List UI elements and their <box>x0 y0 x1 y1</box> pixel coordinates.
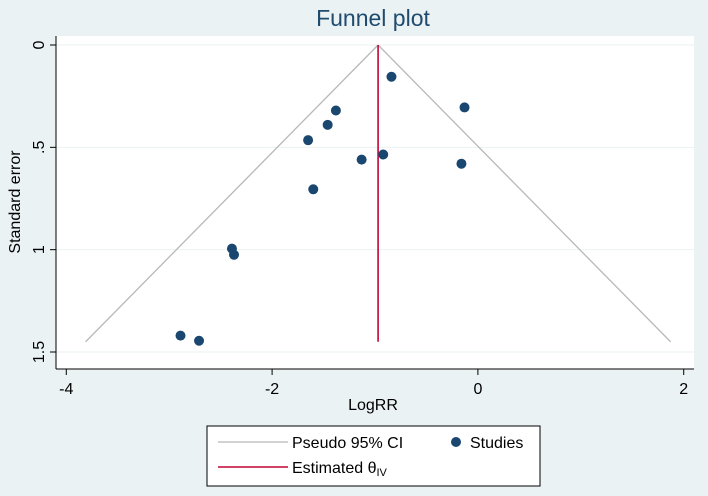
y-axis-title: Standard error <box>7 150 24 254</box>
legend-studies-swatch <box>451 437 461 447</box>
y-tick-label-3: 1.5 <box>31 341 48 363</box>
y-tick-label-1: .5 <box>31 141 48 154</box>
legend-studies-label: Studies <box>470 435 523 452</box>
legend-estimate-subscript: IV <box>376 467 387 479</box>
study-point-6 <box>356 154 367 165</box>
x-axis-ticks: -4 -2 0 2 <box>59 369 688 398</box>
study-point-7 <box>456 158 467 169</box>
study-point-4 <box>303 135 314 146</box>
legend-estimate-text: Estimated θ <box>292 460 377 477</box>
study-point-0 <box>386 71 397 82</box>
ci-line-right <box>377 44 672 343</box>
plot-area <box>56 36 694 369</box>
study-point-1 <box>459 102 470 113</box>
gridlines <box>56 44 694 353</box>
ci-line-left <box>85 44 379 343</box>
legend-estimate-label: Estimated θIV <box>292 460 388 479</box>
pseudo-ci-lines <box>85 44 672 343</box>
study-point-12 <box>194 335 205 346</box>
study-point-11 <box>175 330 186 341</box>
study-point-5 <box>378 149 389 160</box>
legend-box <box>206 425 541 487</box>
x-tick-label-0: -4 <box>59 381 73 398</box>
study-point-3 <box>322 119 333 130</box>
legend-ci-label: Pseudo 95% CI <box>292 435 403 452</box>
x-axis-title: LogRR <box>348 397 398 414</box>
study-point-2 <box>330 105 341 116</box>
y-axis-ticks: 0 .5 1 1.5 <box>31 40 56 363</box>
x-tick-label-1: -2 <box>265 381 279 398</box>
x-tick-label-2: 0 <box>473 381 482 398</box>
study-point-10 <box>229 249 240 260</box>
legend: Pseudo 95% CI Studies Estimated θIV <box>206 425 541 487</box>
chart-title: Funnel plot <box>316 5 430 31</box>
y-tick-label-2: 1 <box>31 245 48 254</box>
study-point-8 <box>308 184 319 195</box>
x-tick-label-3: 2 <box>679 381 688 398</box>
y-tick-label-0: 0 <box>31 40 48 49</box>
study-points <box>175 71 470 346</box>
